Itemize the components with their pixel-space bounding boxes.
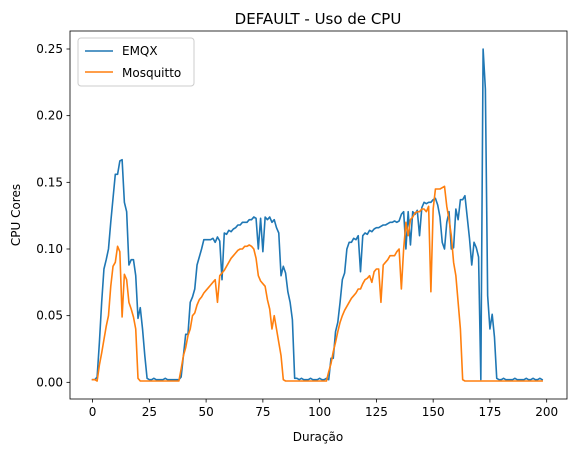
x-axis-ticks: 0 25 50 75 100 125 150 175 200 <box>89 399 558 419</box>
y-tick-label: 0.05 <box>36 309 63 323</box>
chart-title: DEFAULT - Uso de CPU <box>235 10 402 28</box>
y-tick-label: 0.25 <box>36 42 63 56</box>
x-tick-label: 150 <box>422 405 445 419</box>
y-axis-ticks: 0.00 0.05 0.10 0.15 0.20 0.25 <box>36 42 70 389</box>
y-tick-label: 0.10 <box>36 242 63 256</box>
x-axis-label: Duração <box>293 430 343 444</box>
y-axis-label: CPU Cores <box>9 184 23 246</box>
x-tick-label: 0 <box>89 405 97 419</box>
legend: EMQX Mosquitto <box>77 37 195 87</box>
x-tick-label: 125 <box>365 405 388 419</box>
series-layer <box>91 48 544 382</box>
plot-frame <box>69 30 568 400</box>
x-tick-label: 175 <box>478 405 501 419</box>
legend-box <box>77 37 195 87</box>
x-tick-label: 100 <box>308 405 331 419</box>
plot-area <box>69 30 568 400</box>
y-tick-label: 0.00 <box>36 375 63 389</box>
y-tick-label: 0.15 <box>36 175 63 189</box>
plot-background <box>70 31 567 399</box>
legend-label-mosquitto: Mosquitto <box>122 66 181 80</box>
series-line-mosquitto <box>91 185 543 382</box>
series-line-emqx <box>91 48 544 381</box>
x-tick-label: 50 <box>198 405 213 419</box>
x-tick-label: 75 <box>255 405 270 419</box>
y-tick-label: 0.20 <box>36 109 63 123</box>
x-tick-label: 25 <box>142 405 157 419</box>
x-tick-label: 200 <box>535 405 558 419</box>
legend-label-emqx: EMQX <box>122 44 158 58</box>
